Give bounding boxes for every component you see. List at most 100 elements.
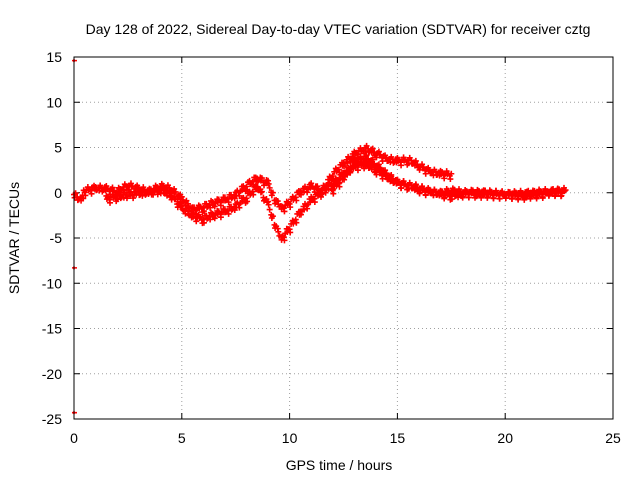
track-c-point (555, 186, 562, 193)
y-tick-label: -15 (42, 321, 62, 337)
track-b-point (322, 189, 329, 196)
track-b-point (164, 187, 171, 194)
track-a-point (441, 175, 448, 182)
track-b-point (311, 199, 318, 206)
track-b-point (107, 199, 114, 206)
track-c-point (330, 190, 337, 197)
track-a-point (373, 154, 380, 161)
track-c-point (441, 195, 448, 202)
track-c-point (459, 194, 466, 201)
track-c-point (388, 171, 395, 178)
track-a-point (269, 189, 276, 196)
track-c-point (377, 165, 384, 172)
track-c-point (465, 194, 472, 201)
track-c-point (490, 194, 497, 201)
track-b-point (154, 191, 161, 198)
grid (74, 57, 613, 419)
x-tick-label: 10 (282, 430, 298, 446)
track-b-point (114, 196, 121, 203)
track-a-point (420, 164, 427, 171)
chart-title: Day 128 of 2022, Sidereal Day-to-day VTE… (86, 21, 591, 37)
track-a-point (217, 202, 224, 209)
y-tick-label: 15 (46, 49, 62, 65)
track-a-point (207, 204, 214, 211)
track-b-point (142, 191, 149, 198)
track-b-point (265, 201, 272, 208)
track-b-point (301, 206, 308, 213)
y-tick-labels: -25 -20 -15 -10 -5 0 5 10 15 (42, 49, 62, 427)
data-points (71, 59, 569, 415)
track-c-point (527, 195, 534, 202)
track-a-point (304, 189, 311, 196)
track-b-point (217, 214, 224, 221)
track-a-point (281, 208, 288, 215)
track-c-point (539, 195, 546, 202)
track-c-point (521, 196, 528, 203)
track-a-point (293, 197, 300, 204)
track-a-point (344, 160, 351, 167)
track-c-point (533, 195, 540, 202)
track-b-point (269, 213, 276, 220)
x-tick-label: 25 (605, 430, 621, 446)
track-c-point (422, 192, 429, 199)
track-c-point (363, 152, 370, 159)
track-a-point (80, 195, 87, 202)
track-b-point (193, 218, 200, 225)
track-a-point (88, 190, 95, 197)
plot-frame (73, 56, 614, 420)
track-a-point (369, 145, 376, 152)
track-c-point (379, 171, 386, 178)
track-a-point (258, 175, 265, 182)
track-b-point (207, 216, 214, 223)
track-a-point (266, 184, 273, 191)
track-b-point (225, 210, 232, 217)
track-b-point (244, 198, 251, 205)
track-c-point (354, 162, 361, 169)
track-c-point (484, 194, 491, 201)
track-c-point (373, 166, 380, 173)
track-c-point (412, 181, 419, 188)
track-a-point (211, 203, 218, 210)
track-a-point (363, 142, 370, 149)
track-b-point (130, 195, 137, 202)
track-a-point (183, 197, 190, 204)
track-c-point (531, 189, 538, 196)
track-b-point (287, 229, 294, 236)
track-c-point (448, 196, 455, 203)
x-tick-labels: 0 5 10 15 20 25 (70, 430, 621, 446)
track-a-point (172, 188, 179, 195)
track-c-point (369, 156, 376, 163)
track-a-point (200, 208, 207, 215)
track-a-point (412, 157, 419, 164)
x-tick-label: 20 (497, 430, 513, 446)
track-a-point (265, 180, 272, 187)
track-b-point (373, 171, 380, 178)
track-a-point (261, 182, 268, 189)
track-b-point (266, 206, 273, 213)
track-b-point (250, 191, 257, 198)
y-tick-label: -10 (42, 275, 62, 291)
y-tick-label: 10 (46, 94, 62, 110)
track-c-point (416, 190, 423, 197)
track-c-point (508, 196, 515, 203)
track-c-point (347, 168, 354, 175)
track-a-point (398, 162, 405, 169)
track-c-point (473, 193, 480, 200)
track-b-point (197, 213, 204, 220)
track-b-point (172, 196, 179, 203)
track-b-point (258, 188, 265, 195)
track-a-point (82, 192, 89, 199)
track-a-point (416, 166, 423, 173)
track-a-point (439, 168, 446, 175)
track-c-point (488, 188, 495, 195)
track-b-point (319, 190, 326, 197)
track-c-point (336, 183, 343, 190)
y-tick-label: -25 (42, 411, 62, 427)
track-b-point (304, 205, 311, 212)
track-b-point (318, 193, 324, 200)
track-a-point (448, 170, 455, 177)
y-axis-label: SDTVAR / TECUs (6, 182, 22, 294)
x-tick-label: 5 (178, 430, 186, 446)
track-c-point (398, 185, 405, 192)
